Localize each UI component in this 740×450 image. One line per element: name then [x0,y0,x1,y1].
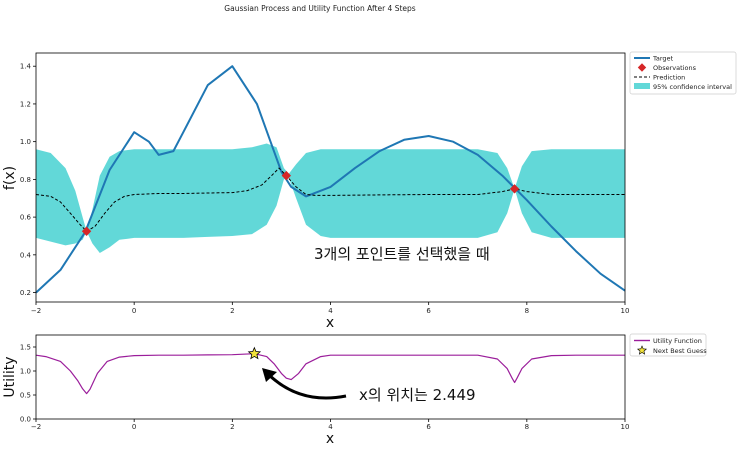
utility-y-axis-label: Utility [2,356,18,397]
prediction-line [35,167,625,232]
x-tick-label: 8 [525,423,529,431]
legend-observations-label: Observations [653,64,697,72]
y-tick-label: 1.5 [20,344,31,352]
y-tick-label: 1.0 [20,368,31,376]
gp-chart: −2 0 2 4 6 8 10 0.2 0.4 0.6 0.8 1.0 1.2 1.4 x f(x) 3… [2,51,737,331]
gp-y-ticks: 0.2 0.4 0.6 0.8 1.0 1.2 1.4 [20,63,36,297]
utility-chart: −2 0 2 4 6 8 10 0.0 0.5 1.0 1.5 x Utility x의 위치는 … [2,333,707,447]
x-tick-label: 2 [230,307,234,315]
gp-legend: Target Observations Prediction 95% confi… [629,51,737,95]
gp-legend-box [629,51,737,95]
annotation-arrow [266,372,347,400]
annotation-arrow-head [262,368,277,382]
utility-x-ticks: −2 0 2 4 6 8 10 [31,419,630,431]
x-tick-label: 6 [426,307,431,315]
x-tick-label: 0 [132,307,136,315]
y-tick-label: 0.4 [20,251,32,259]
legend-next-guess-swatch [636,345,648,355]
gp-x-axis-label: x [326,315,334,331]
gp-annotation: 3개의 포인트를 선택했을 때 [314,245,490,263]
x-tick-label: −2 [31,423,41,431]
figure-title: Gaussian Process and Utility Function Af… [224,4,415,13]
x-tick-label: 2 [230,423,234,431]
gp-y-axis-label: f(x) [2,166,18,190]
legend-next-guess-label: Next Best Guess [653,347,707,355]
utility-axes-frame [35,334,626,420]
utility-legend: Utility Function Next Best Guess [629,333,707,357]
utility-line [35,353,625,395]
y-tick-label: 0.8 [20,176,31,184]
y-tick-label: 1.2 [20,100,31,108]
y-tick-label: 0.5 [20,392,31,400]
observation-point [81,226,92,236]
y-tick-label: 1.4 [20,63,32,71]
observation-point [509,184,520,194]
gp-x-ticks: −2 0 2 4 6 8 10 [31,302,630,315]
legend-observations-swatch [637,63,647,72]
utility-plot-area [35,346,625,395]
confidence-band [36,143,625,253]
legend-target-label: Target [652,55,674,63]
y-tick-label: 0.0 [20,416,31,424]
x-tick-label: −2 [31,307,41,315]
x-tick-label: 0 [132,423,136,431]
gp-plot-area [35,65,626,294]
utility-x-axis-label: x [326,431,334,447]
legend-prediction-label: Prediction [653,74,685,82]
y-tick-label: 0.6 [20,214,32,222]
utility-annotation: x의 위치는 2.449 [359,386,476,404]
legend-ci-swatch [634,83,650,89]
y-tick-label: 1.0 [20,138,31,146]
utility-legend-box [629,333,707,357]
x-tick-label: 6 [426,423,431,431]
x-tick-label: 4 [328,307,333,315]
next-best-guess-star [247,346,262,360]
x-tick-label: 10 [621,423,630,431]
observation-point [281,170,292,181]
x-tick-label: 10 [621,307,630,315]
legend-ci-label: 95% confidence interval [653,83,732,91]
utility-y-ticks: 0.0 0.5 1.0 1.5 [20,344,36,424]
x-tick-label: 8 [525,307,529,315]
legend-utility-label: Utility Function [653,337,702,345]
x-tick-label: 4 [328,423,333,431]
y-tick-label: 0.2 [20,289,31,297]
